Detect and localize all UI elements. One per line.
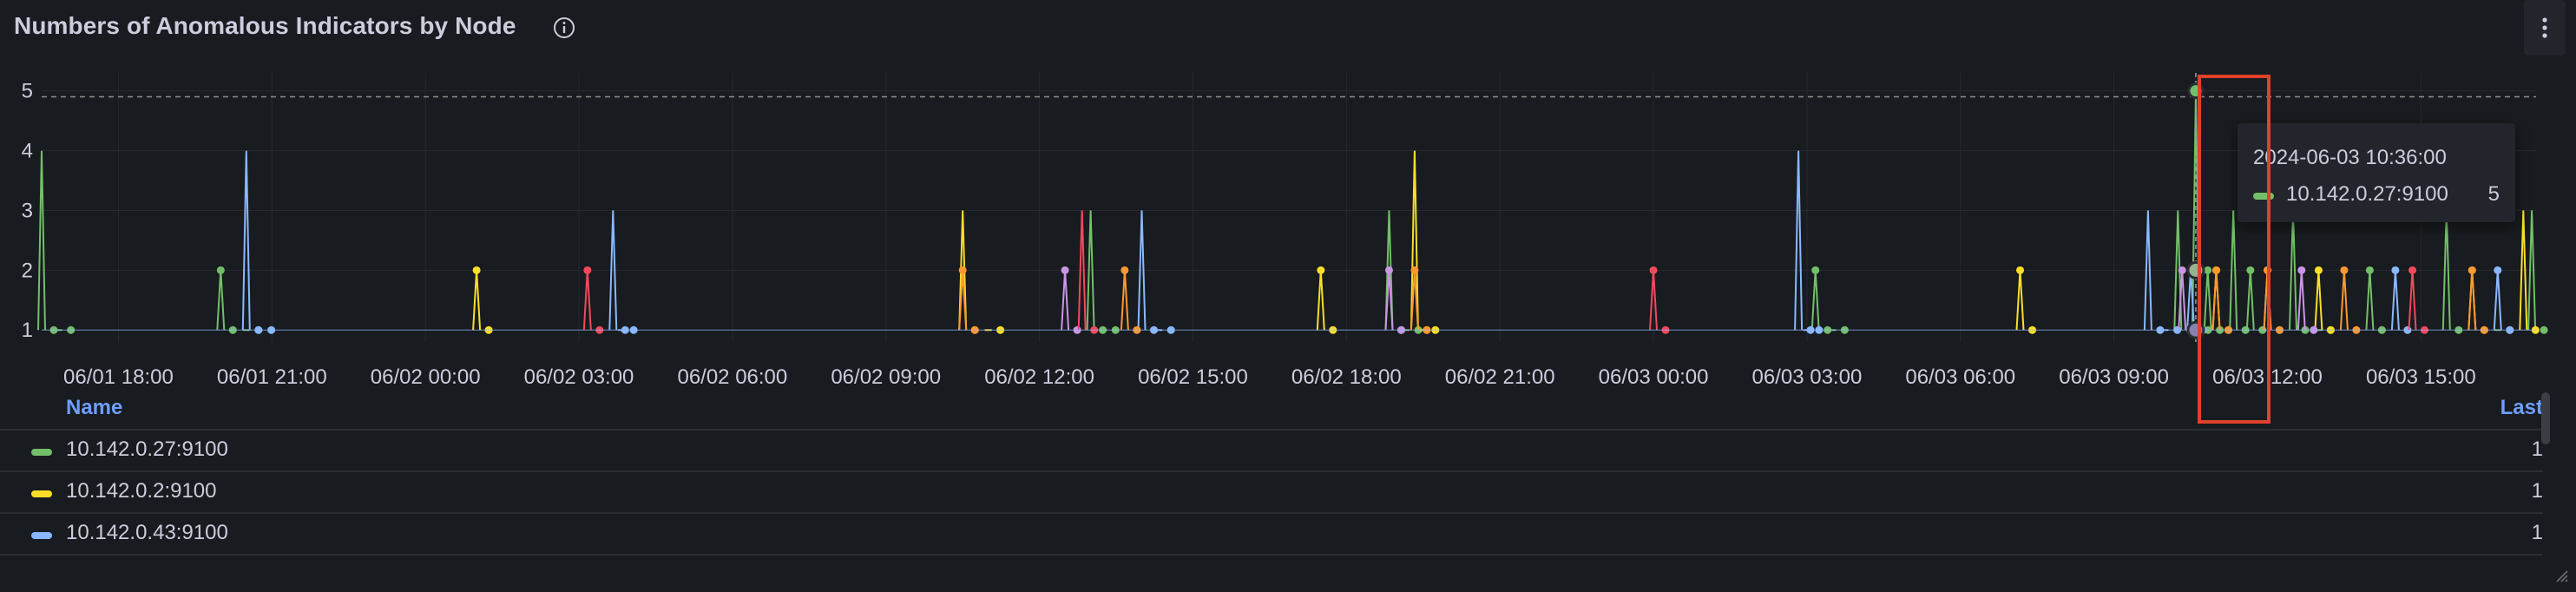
data-point [2494,266,2502,274]
y-tick-label: 1 [22,319,33,342]
y-tick-label: 5 [22,80,33,103]
chart-series [37,90,2548,334]
data-point [2016,266,2025,274]
legend-series-last: 1 [2531,437,2543,461]
panel-header: Numbers of Anomalous Indicators by Node [0,0,2576,56]
series-group [1061,266,2318,334]
x-axis: 06/01 18:00 06/01 21:00 06/02 00:00 06/02 0… [63,365,2476,389]
x-tick-label: 06/02 18:00 [1291,365,1402,389]
x-tick-label: 06/03 09:00 [2059,365,2169,389]
data-point [1384,266,1393,274]
data-point [1410,266,1419,274]
legend-scrollbar[interactable] [2541,392,2550,444]
series-group [37,90,2548,334]
chart-grid [42,73,2536,342]
data-point [2204,266,2212,274]
legend-swatch [31,532,52,539]
chart-tooltip: 2024-06-03 10:36:00 10.142.0.27:9100 5 [2238,123,2515,222]
data-point [2314,266,2323,274]
data-point [2340,266,2349,274]
y-tick-label: 3 [22,199,33,222]
x-tick-label: 06/02 09:00 [831,365,941,389]
legend-header: Name Last [0,389,2543,431]
y-axis: 1 2 3 4 5 [22,80,33,343]
x-tick-label: 06/01 18:00 [63,365,174,389]
data-point [2391,266,2400,274]
tooltip-series-name: 10.142.0.27:9100 [2286,182,2448,206]
legend-series-last: 1 [2531,479,2543,503]
legend-series-name[interactable]: 10.142.0.43:9100 [66,521,228,544]
x-tick-label: 06/03 00:00 [1599,365,1709,389]
data-point [1061,266,1069,274]
data-point [2212,266,2221,274]
legend-row[interactable]: 10.142.0.27:9100 1 [0,431,2543,472]
tooltip-series-swatch [2253,193,2274,200]
data-point [1120,266,1129,274]
legend-series-last: 1 [2531,521,2543,544]
legend-swatch [31,490,52,497]
x-tick-label: 06/03 03:00 [1752,365,1863,389]
x-tick-label: 06/03 06:00 [1905,365,2015,389]
data-point [958,266,967,274]
info-circle-icon[interactable] [552,16,576,40]
data-point [2468,266,2476,274]
vertical-ellipsis-icon [2542,17,2547,38]
data-point [2408,266,2417,274]
series-line [241,150,2502,332]
data-point [472,266,481,274]
data-point [1811,266,1820,274]
y-tick-label: 4 [22,140,33,163]
data-point [2297,266,2306,274]
data-point [2540,326,2548,334]
x-tick-label: 06/02 12:00 [984,365,1094,389]
tooltip-series-value: 5 [2487,182,2500,206]
legend-series-name[interactable]: 10.142.0.2:9100 [66,479,217,503]
data-point [583,266,592,274]
series-line [1061,270,2306,331]
y-tick-label: 2 [22,259,33,282]
series-group [241,150,2514,334]
legend-col-last[interactable]: Last [2500,396,2543,419]
x-tick-label: 06/02 03:00 [524,365,634,389]
data-point [1649,266,1658,274]
legend-row[interactable]: 10.142.0.2:9100 1 [0,472,2543,514]
data-point [2178,266,2186,274]
x-tick-label: 06/01 21:00 [217,365,327,389]
x-tick-label: 06/02 15:00 [1138,365,1248,389]
resize-handle-icon[interactable] [2555,569,2569,583]
legend-col-name[interactable]: Name [66,396,123,419]
data-point [216,266,225,274]
legend-swatch [31,449,52,456]
data-point [2246,266,2255,274]
panel-title: Numbers of Anomalous Indicators by Node [14,12,516,39]
legend-row[interactable]: 10.142.0.43:9100 1 [0,514,2543,556]
highlight-annotation-box [2198,75,2270,424]
x-tick-label: 06/03 15:00 [2366,365,2476,389]
panel-menu-button[interactable] [2524,0,2566,56]
legend-series-name[interactable]: 10.142.0.27:9100 [66,437,228,461]
data-point [1317,266,1325,274]
x-tick-label: 06/02 00:00 [371,365,481,389]
data-point [2365,266,2374,274]
tooltip-time: 2024-06-03 10:36:00 [2253,146,2447,169]
x-tick-label: 06/02 21:00 [1445,365,1555,389]
x-tick-label: 06/02 06:00 [677,365,787,389]
series-group [582,210,2428,334]
